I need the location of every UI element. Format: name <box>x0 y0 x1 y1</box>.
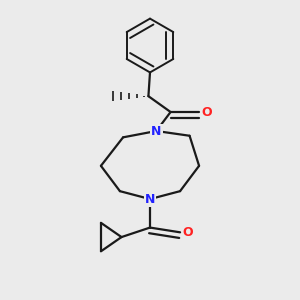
Text: N: N <box>151 124 161 137</box>
Text: N: N <box>145 193 155 206</box>
Text: O: O <box>202 106 212 118</box>
Text: O: O <box>183 226 193 239</box>
